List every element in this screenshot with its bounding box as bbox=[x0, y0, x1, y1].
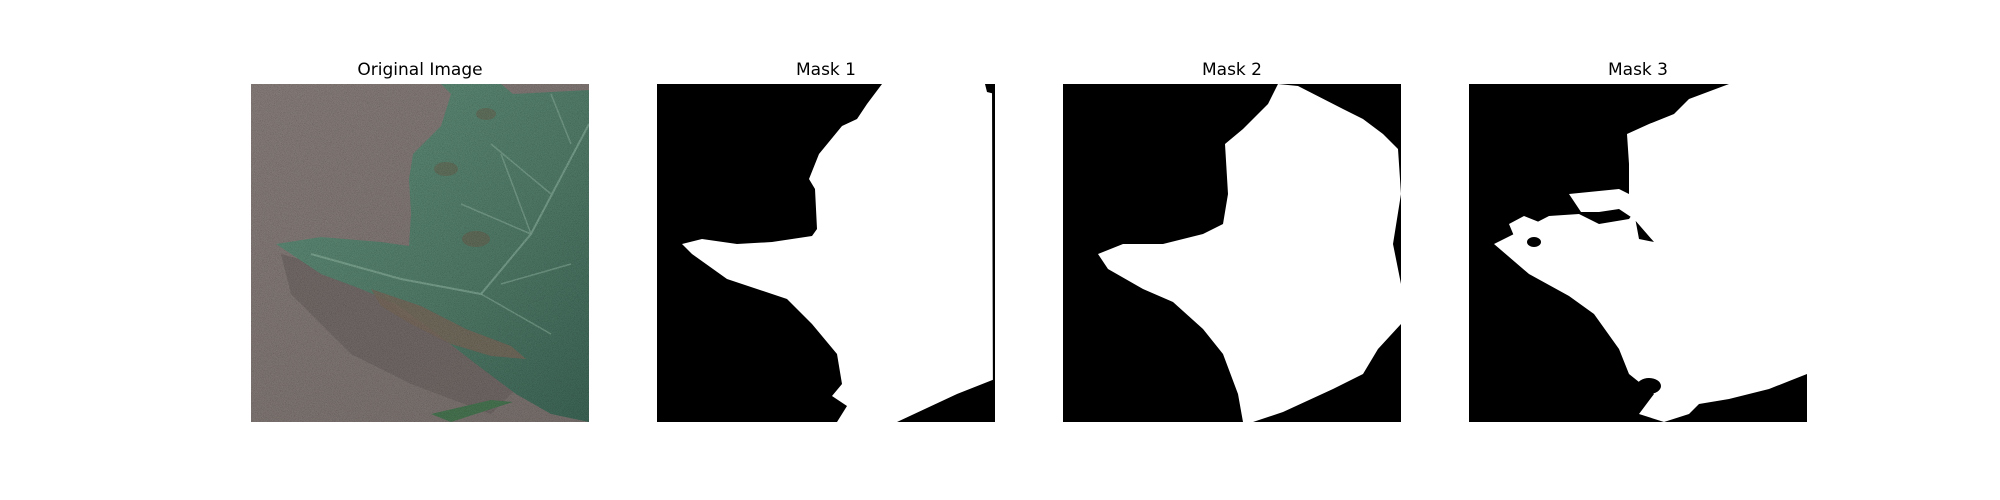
segmentation-mask-icon bbox=[1469, 84, 1807, 422]
mask-3-panel bbox=[1469, 84, 1807, 422]
panel-title-mask-3: Mask 3 bbox=[1607, 60, 1668, 80]
panel-title-mask-1: Mask 1 bbox=[795, 60, 856, 80]
panel-title-mask-2: Mask 2 bbox=[1201, 60, 1262, 80]
panel-title-original: Original Image bbox=[357, 60, 483, 80]
mask-1-panel bbox=[657, 84, 995, 422]
segmentation-mask-icon bbox=[657, 84, 995, 422]
mask-2-panel bbox=[1063, 84, 1401, 422]
original-image-panel bbox=[251, 84, 589, 422]
segmentation-mask-icon bbox=[1063, 84, 1401, 422]
leaf-photo-icon bbox=[251, 84, 589, 422]
